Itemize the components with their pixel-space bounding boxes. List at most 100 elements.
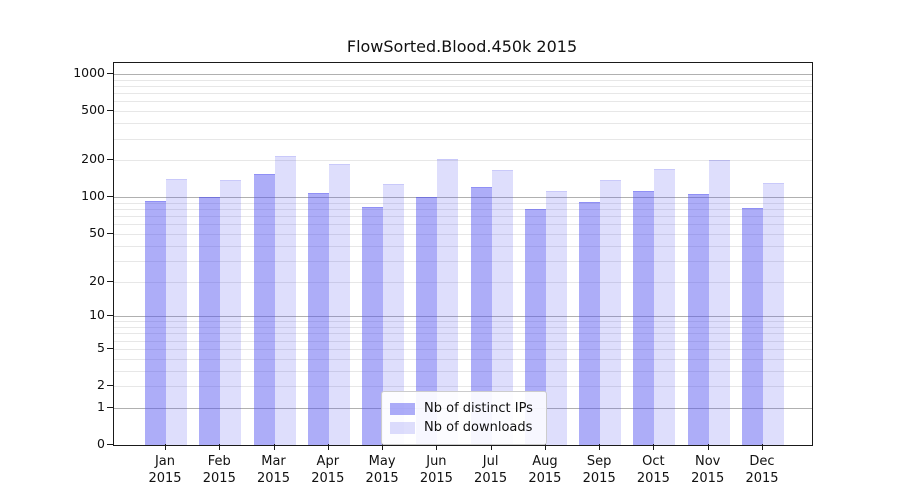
legend-label-distinct-ips: Nb of distinct IPs xyxy=(424,401,533,416)
bar-mar-distinct-ips xyxy=(253,174,275,445)
x-tick-label-month: Oct xyxy=(642,454,665,469)
y-tick-0 xyxy=(107,444,113,445)
bar-nov-distinct-ips xyxy=(687,194,709,445)
y-tick-label-1: 1 xyxy=(97,398,105,414)
gridline-minor-5 xyxy=(114,348,812,350)
x-tick-label-month: Apr xyxy=(316,454,340,469)
bar-jan-distinct-ips xyxy=(145,201,166,445)
bar-aug-distinct-ips xyxy=(524,208,546,445)
bar-oct-downloads xyxy=(654,168,676,445)
gridline-minor-500 xyxy=(114,111,812,113)
gridline-minor-400 xyxy=(114,123,812,125)
x-tick-may xyxy=(382,444,384,450)
gridline-minor-20 xyxy=(114,281,812,283)
bar-jun-distinct-ips xyxy=(416,197,438,445)
bar-sep-downloads xyxy=(600,180,622,445)
x-tick-label-month: Dec xyxy=(749,454,775,469)
x-tick-oct xyxy=(653,444,655,450)
bar-may-distinct-ips xyxy=(362,207,384,445)
gridline-minor-50 xyxy=(114,233,812,235)
gridline-major-1000 xyxy=(114,74,812,75)
x-tick-label-month: Mar xyxy=(261,454,286,469)
x-tick-label-dec: Dec 2015 xyxy=(734,453,790,487)
bar-jun-downloads xyxy=(437,159,459,445)
gridline-minor-60 xyxy=(114,224,812,226)
x-tick-label-month: Sep xyxy=(586,454,612,469)
x-tick-label-year: 2015 xyxy=(474,471,508,486)
gridline-minor-80 xyxy=(114,209,812,210)
x-tick-aug xyxy=(544,444,546,450)
x-tick-jun xyxy=(436,444,438,450)
gridline-minor-40 xyxy=(114,245,812,247)
x-tick-label-month: May xyxy=(368,454,396,469)
y-tick-label-500: 500 xyxy=(81,102,105,118)
gridline-minor-2 xyxy=(114,386,812,387)
gridlines-layer xyxy=(114,63,812,445)
x-tick-label-aug: Aug 2015 xyxy=(517,453,573,487)
bar-feb-downloads xyxy=(220,180,242,445)
gridline-minor-200 xyxy=(114,160,812,162)
x-tick-label-sep: Sep 2015 xyxy=(571,453,627,487)
gridline-major-10 xyxy=(114,316,812,318)
x-tick-label-year: 2015 xyxy=(419,471,453,486)
gridline-minor-7 xyxy=(114,333,812,335)
y-tick-label-5: 5 xyxy=(97,339,105,355)
x-tick-label-apr: Apr 2015 xyxy=(300,453,356,487)
x-tick-label-year: 2015 xyxy=(691,471,725,486)
x-tick-label-year: 2015 xyxy=(745,471,779,486)
legend-swatch-downloads-icon xyxy=(390,421,415,434)
gridline-minor-90 xyxy=(114,202,812,204)
bar-oct-distinct-ips xyxy=(633,191,655,445)
x-tick-label-month: Jan xyxy=(154,454,176,469)
bars-layer xyxy=(114,63,812,445)
x-tick-apr xyxy=(327,444,329,450)
legend-entry-downloads: Nb of downloads xyxy=(390,419,537,436)
y-tick-10 xyxy=(107,315,113,317)
bar-apr-downloads xyxy=(328,163,350,445)
bar-mar-downloads xyxy=(274,156,296,445)
y-tick-label-10: 10 xyxy=(89,307,105,323)
x-tick-label-month: Feb xyxy=(207,454,231,469)
chart-title: FlowSorted.Blood.450k 2015 xyxy=(346,37,578,56)
x-tick-jan xyxy=(165,444,166,450)
bar-apr-distinct-ips xyxy=(307,193,329,445)
x-tick-label-year: 2015 xyxy=(311,471,345,486)
y-tick-label-0: 0 xyxy=(97,436,105,451)
y-tick-label-1000: 1000 xyxy=(73,65,105,80)
x-tick-label-may: May 2015 xyxy=(354,453,410,487)
y-tick-label-20: 20 xyxy=(89,272,105,288)
x-tick-label-feb: Feb 2015 xyxy=(191,453,247,487)
legend: Nb of distinct IPs Nb of downloads xyxy=(381,391,547,445)
y-tick-label-200: 200 xyxy=(81,151,105,167)
gridline-minor-700 xyxy=(114,93,812,95)
x-tick-nov xyxy=(707,444,709,450)
y-tick-1000 xyxy=(107,73,113,74)
gridline-minor-300 xyxy=(114,138,812,140)
gridline-minor-900 xyxy=(114,79,812,81)
x-tick-mar xyxy=(273,444,275,450)
plot-area: Nb of distinct IPs Nb of downloads xyxy=(113,62,813,446)
bar-jul-downloads xyxy=(491,169,513,445)
x-tick-label-jan: Jan 2015 xyxy=(137,453,193,487)
legend-swatch-distinct-ips-icon xyxy=(390,402,415,415)
x-tick-feb xyxy=(219,444,221,450)
bar-sep-distinct-ips xyxy=(579,201,601,445)
y-tick-20 xyxy=(107,280,113,282)
x-tick-label-nov: Nov 2015 xyxy=(680,453,736,487)
y-tick-label-100: 100 xyxy=(81,188,105,204)
legend-label-downloads: Nb of downloads xyxy=(424,420,533,435)
x-tick-label-year: 2015 xyxy=(365,471,399,486)
y-tick-100 xyxy=(107,196,113,198)
x-tick-sep xyxy=(599,444,601,450)
legend-entry-distinct-ips: Nb of distinct IPs xyxy=(390,400,537,417)
x-tick-dec xyxy=(762,444,763,450)
x-tick-jul xyxy=(490,444,492,450)
y-tick-1 xyxy=(107,406,113,408)
gridline-minor-4 xyxy=(114,358,812,360)
gridline-minor-600 xyxy=(114,101,812,103)
gridline-minor-3 xyxy=(114,370,812,372)
x-tick-label-jun: Jun 2015 xyxy=(408,453,464,487)
gridline-major-100 xyxy=(114,197,812,199)
bar-jan-downloads xyxy=(166,179,187,445)
x-tick-label-mar: Mar 2015 xyxy=(246,453,302,487)
